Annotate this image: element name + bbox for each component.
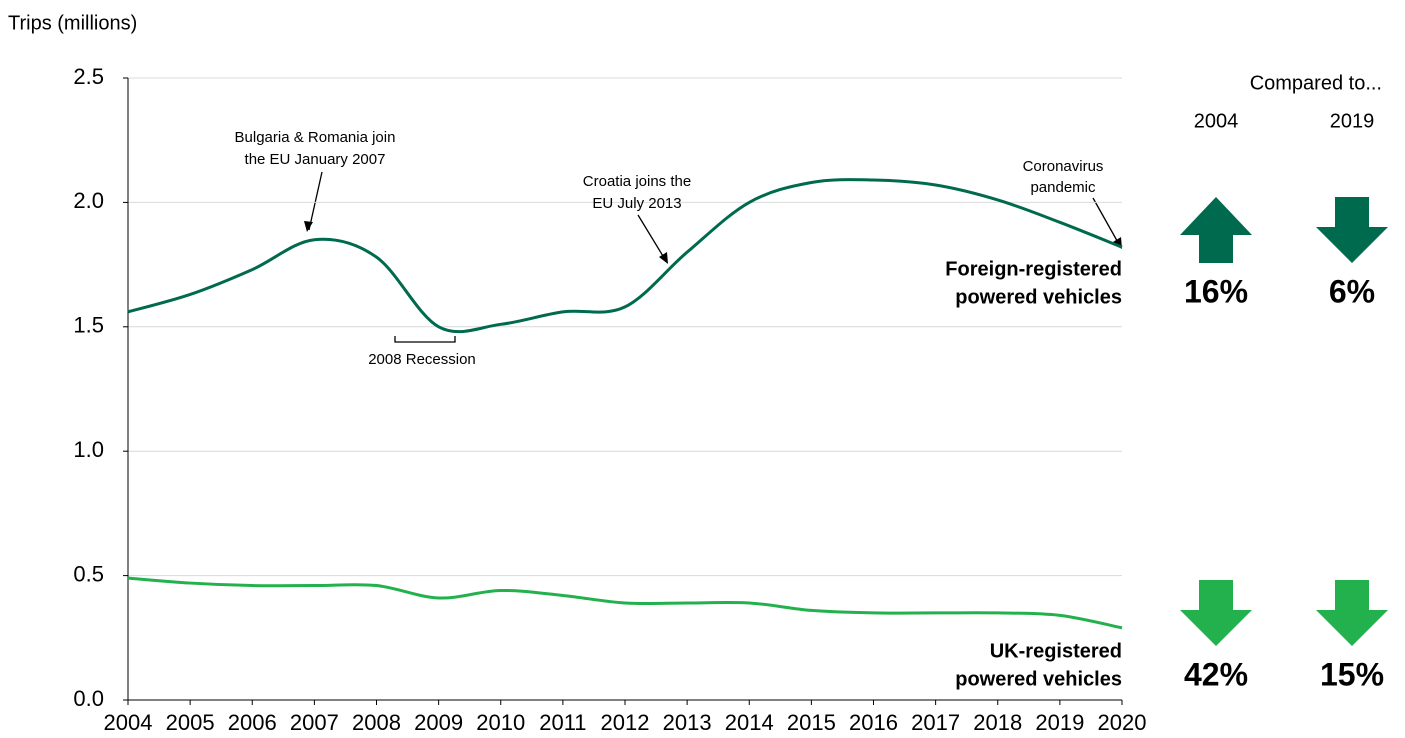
- y-axis-title: Trips (millions): [8, 12, 137, 34]
- series-label: powered vehicles: [955, 286, 1122, 308]
- annotation: the EU January 2007: [245, 151, 386, 168]
- y-tick-label: 0.0: [73, 686, 104, 711]
- x-tick-label: 2005: [166, 710, 215, 735]
- annotation: pandemic: [1030, 179, 1096, 196]
- x-tick-label: 2008: [352, 710, 401, 735]
- x-tick-label: 2019: [1035, 710, 1084, 735]
- x-tick-label: 2016: [849, 710, 898, 735]
- series-label: Foreign-registered: [945, 258, 1122, 280]
- y-tick-label: 0.5: [73, 561, 104, 586]
- x-tick-label: 2011: [539, 710, 586, 735]
- y-tick-label: 1.0: [73, 437, 104, 462]
- annotation: Coronavirus: [1023, 158, 1104, 175]
- comparison-column: 2004: [1194, 110, 1239, 132]
- comparison-column: 2019: [1330, 110, 1375, 132]
- x-tick-label: 2020: [1098, 710, 1147, 735]
- change-label: 6%: [1329, 273, 1375, 309]
- x-tick-label: 2015: [787, 710, 836, 735]
- y-tick-label: 2.5: [73, 64, 104, 89]
- annotation: 2008 Recession: [368, 351, 476, 368]
- x-tick-label: 2010: [476, 710, 525, 735]
- series-line: [127, 178, 1123, 334]
- series-line: [127, 576, 1123, 630]
- arrow-head: [659, 252, 668, 264]
- change-arrow: [1180, 580, 1252, 646]
- x-tick-label: 2018: [973, 710, 1022, 735]
- x-tick-label: 2007: [290, 710, 339, 735]
- change-arrow: [1316, 197, 1388, 263]
- series-label: UK-registered: [990, 640, 1122, 662]
- change-arrow: [1180, 197, 1252, 263]
- x-tick-label: 2004: [104, 710, 153, 735]
- recession-bracket: [394, 336, 456, 343]
- change-label: 16%: [1184, 273, 1248, 309]
- annotation: Croatia joins the: [583, 173, 691, 190]
- x-tick-label: 2013: [663, 710, 712, 735]
- arrow-head: [304, 221, 313, 232]
- series-label: powered vehicles: [955, 668, 1122, 690]
- annotation-arrow: [1092, 197, 1121, 247]
- change-label: 15%: [1320, 656, 1384, 692]
- annotation: Bulgaria & Romania join: [235, 129, 396, 146]
- annotation: EU July 2013: [592, 195, 681, 212]
- y-tick-label: 2.0: [73, 188, 104, 213]
- x-tick-label: 2017: [911, 710, 960, 735]
- change-arrow: [1316, 580, 1388, 646]
- x-tick-label: 2014: [725, 710, 774, 735]
- x-tick-label: 2006: [228, 710, 277, 735]
- comparison-title: Compared to...: [1250, 72, 1382, 94]
- annotation-arrow: [308, 171, 323, 231]
- x-tick-label: 2012: [601, 710, 650, 735]
- annotation-arrow: [637, 214, 667, 262]
- y-tick-label: 1.5: [73, 313, 104, 338]
- x-tick-label: 2009: [414, 710, 463, 735]
- change-label: 42%: [1184, 656, 1248, 692]
